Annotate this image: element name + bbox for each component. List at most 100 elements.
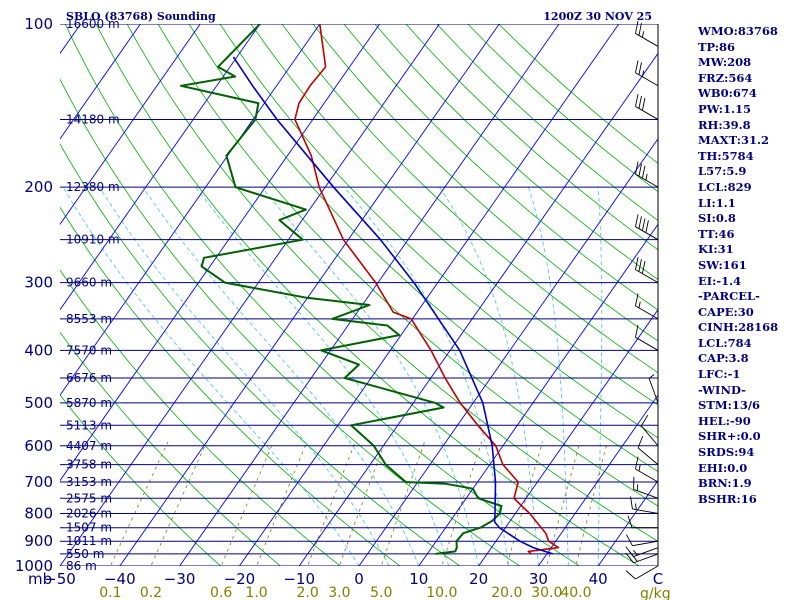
sounding-traces bbox=[179, 24, 560, 555]
wind-barb-staff bbox=[640, 425, 659, 447]
wind-barb-staff bbox=[635, 106, 659, 120]
wind-barbs bbox=[625, 20, 659, 580]
isotherm-line bbox=[298, 52, 658, 566]
index-item: WB0:674 bbox=[698, 86, 757, 101]
mixing-ratio-line bbox=[150, 441, 208, 566]
pressure-label: 800 bbox=[24, 504, 53, 522]
wind-barb bbox=[625, 534, 659, 547]
isotherm-line bbox=[478, 308, 658, 566]
mixing-ratio-line bbox=[220, 441, 274, 566]
mixing-ratio-label: 5.0 bbox=[370, 585, 392, 600]
index-item: TT:46 bbox=[698, 226, 735, 241]
temperature-label: 10 bbox=[409, 570, 428, 588]
wind-barb bbox=[635, 60, 659, 87]
height-label: 14180 m bbox=[66, 112, 120, 126]
height-label: 550 m bbox=[66, 547, 104, 561]
wind-barb bbox=[635, 161, 659, 188]
mixing-ratio-line bbox=[307, 441, 356, 566]
dewpoint-trace bbox=[179, 24, 503, 555]
index-item: CAP:3.8 bbox=[698, 351, 749, 366]
wind-barb-flag bbox=[641, 261, 646, 274]
index-item: BSHR:16 bbox=[698, 491, 757, 506]
wind-barb bbox=[635, 20, 659, 47]
height-label: 16600 m bbox=[66, 17, 120, 31]
height-label: 6676 m bbox=[66, 371, 112, 385]
wind-barb-staff bbox=[635, 468, 659, 483]
height-label: 3153 m bbox=[66, 475, 112, 489]
wind-barb-staff bbox=[635, 33, 659, 47]
index-item: CAPE:30 bbox=[698, 304, 754, 319]
index-item: -WIND- bbox=[698, 382, 746, 397]
temperature-label: 30 bbox=[529, 570, 548, 588]
wind-barb-flag bbox=[638, 259, 642, 272]
wind-barb-staff bbox=[633, 553, 659, 564]
isotherm-line bbox=[418, 223, 658, 566]
index-item: EI:-1.4 bbox=[698, 273, 742, 288]
wind-barb-staff bbox=[632, 540, 659, 547]
index-item: WMO:83768 bbox=[698, 24, 778, 38]
mixing-unit-label: g/kg bbox=[640, 586, 671, 600]
wind-barb bbox=[640, 414, 659, 447]
height-label: 5870 m bbox=[66, 396, 112, 410]
wind-barb-flag bbox=[627, 515, 633, 528]
dry-adiabat-line bbox=[60, 331, 282, 566]
pressure-label: 300 bbox=[24, 274, 53, 292]
plot-area bbox=[60, 24, 658, 566]
wind-barb-staff bbox=[635, 72, 659, 87]
wind-barb-flag bbox=[635, 93, 639, 107]
wind-barb bbox=[635, 214, 659, 241]
wind-barb-half-flag bbox=[641, 70, 645, 77]
height-label: 4407 m bbox=[66, 439, 112, 453]
wind-barb-flag bbox=[641, 165, 646, 179]
temperature-label: −10 bbox=[283, 570, 315, 588]
wind-barb bbox=[633, 476, 659, 499]
index-item: EHI:0.0 bbox=[698, 460, 748, 475]
isotherm-line bbox=[60, 24, 201, 226]
isotherm-line bbox=[60, 24, 261, 311]
wind-barb bbox=[648, 374, 659, 403]
pressure-label: 400 bbox=[24, 341, 53, 359]
parcel-trace bbox=[232, 56, 554, 555]
index-item: PW:1.15 bbox=[698, 101, 752, 116]
mixing-ratio-label: 0.1 bbox=[99, 585, 121, 600]
mixing-ratio-line bbox=[441, 441, 483, 566]
wind-barb bbox=[635, 456, 659, 483]
wind-barb-flag bbox=[638, 62, 642, 75]
wind-barb-flag bbox=[638, 216, 642, 229]
index-item: TH:5784 bbox=[698, 148, 754, 163]
wind-barb-flag bbox=[625, 534, 633, 546]
dry-adiabat-line bbox=[60, 394, 222, 566]
wind-barb-staff bbox=[637, 447, 659, 465]
height-label: 10910 m bbox=[66, 233, 120, 247]
wind-barb-half-flag bbox=[641, 31, 645, 38]
wind-barb-flag bbox=[638, 22, 642, 36]
height-label: 9660 m bbox=[66, 276, 112, 290]
height-label: 3758 m bbox=[66, 458, 112, 472]
temperature-label: C bbox=[653, 570, 663, 588]
height-label: 12380 m bbox=[66, 180, 120, 194]
index-item: SW:161 bbox=[698, 257, 747, 272]
isotherm-line bbox=[60, 24, 321, 396]
temperature-label: −40 bbox=[104, 570, 136, 588]
isotherm-line bbox=[358, 138, 658, 566]
wind-barb-staff bbox=[632, 508, 659, 514]
height-label: 1507 m bbox=[66, 521, 112, 535]
mixing-ratio-label: 1.0 bbox=[245, 585, 267, 600]
index-item: MAXT:31.2 bbox=[698, 133, 769, 148]
pressure-label: 500 bbox=[24, 394, 53, 412]
index-item: -PARCEL- bbox=[698, 289, 760, 304]
pressure-label: 600 bbox=[24, 437, 53, 455]
pressure-unit-label: mb bbox=[28, 570, 52, 588]
wind-barb-flag bbox=[625, 570, 636, 580]
moist-adiabat-line bbox=[99, 186, 390, 566]
temperature-label: −30 bbox=[164, 570, 196, 588]
height-label: 2026 m bbox=[66, 506, 112, 520]
index-item: SRDS:94 bbox=[698, 445, 755, 460]
index-item: LFC:-1 bbox=[698, 367, 741, 382]
index-item: BRN:1.9 bbox=[698, 476, 752, 491]
wind-barb-half-flag bbox=[634, 503, 637, 510]
wind-barb-half-flag bbox=[645, 173, 648, 181]
wind-barb-flag bbox=[641, 97, 646, 111]
